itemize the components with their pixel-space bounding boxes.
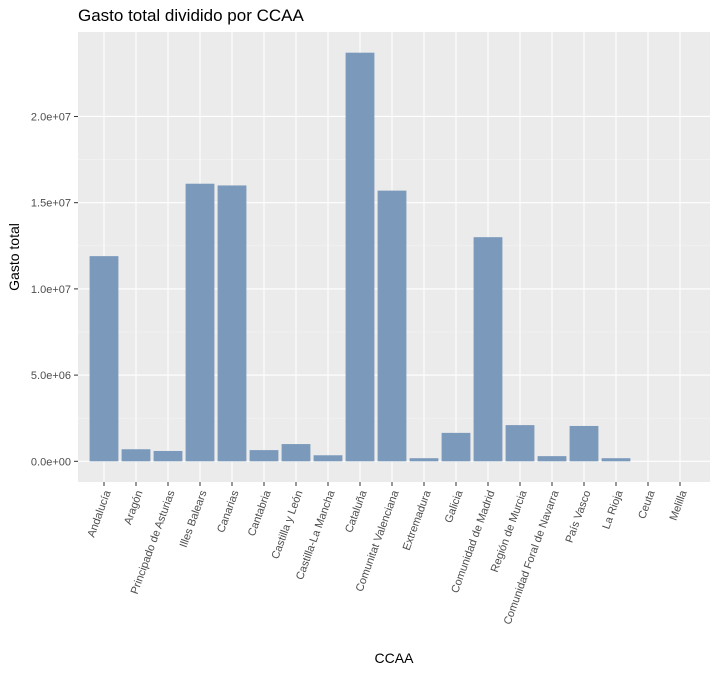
bar [345,52,375,462]
x-tick-label: Melilla [668,488,690,522]
x-tick-label: Cantabria [246,488,274,538]
x-tick-label: Extremadura [401,488,434,552]
bar [185,183,215,462]
bar [569,425,599,462]
chart-title: Gasto total dividido por CCAA [78,6,304,25]
x-tick-label: Cataluña [343,488,370,534]
bar [377,190,407,462]
y-tick-label: 1.0e+07 [31,284,71,296]
x-tick-label: Andalucía [86,488,114,539]
bar [473,237,503,462]
bar [409,458,439,462]
bar [505,425,535,462]
bar [601,458,631,462]
bars [89,52,631,462]
x-tick-label: Ceuta [636,488,658,521]
x-tick-label: Aragón [122,489,145,526]
x-tick-label: Galicia [443,488,466,525]
bar [249,450,279,462]
y-tick-label: 5.0e+06 [31,370,71,382]
bar [537,456,567,462]
y-axis-title: Gasto total [6,223,22,291]
x-tick-label: Illes Balears [178,488,210,549]
bar [441,432,471,462]
x-tick-label: Castilla y León [270,489,306,561]
bar [281,444,311,462]
x-tick-label: Canarias [215,488,242,534]
x-axis-title: CCAA [375,650,415,666]
x-tick-label: País Vasco [564,489,594,545]
y-axis-ticks: 0.0e+00 5.0e+06 1.0e+07 1.5e+07 2.0e+07 [31,111,78,468]
bar [153,450,183,462]
x-tick-label: La Rioja [600,488,625,531]
y-tick-label: 2.0e+07 [31,111,71,123]
bar [217,185,247,462]
bar [121,449,151,462]
bar [313,455,343,462]
y-tick-label: 0.0e+00 [31,456,71,468]
bar [89,256,119,462]
y-tick-label: 1.5e+07 [31,198,71,210]
